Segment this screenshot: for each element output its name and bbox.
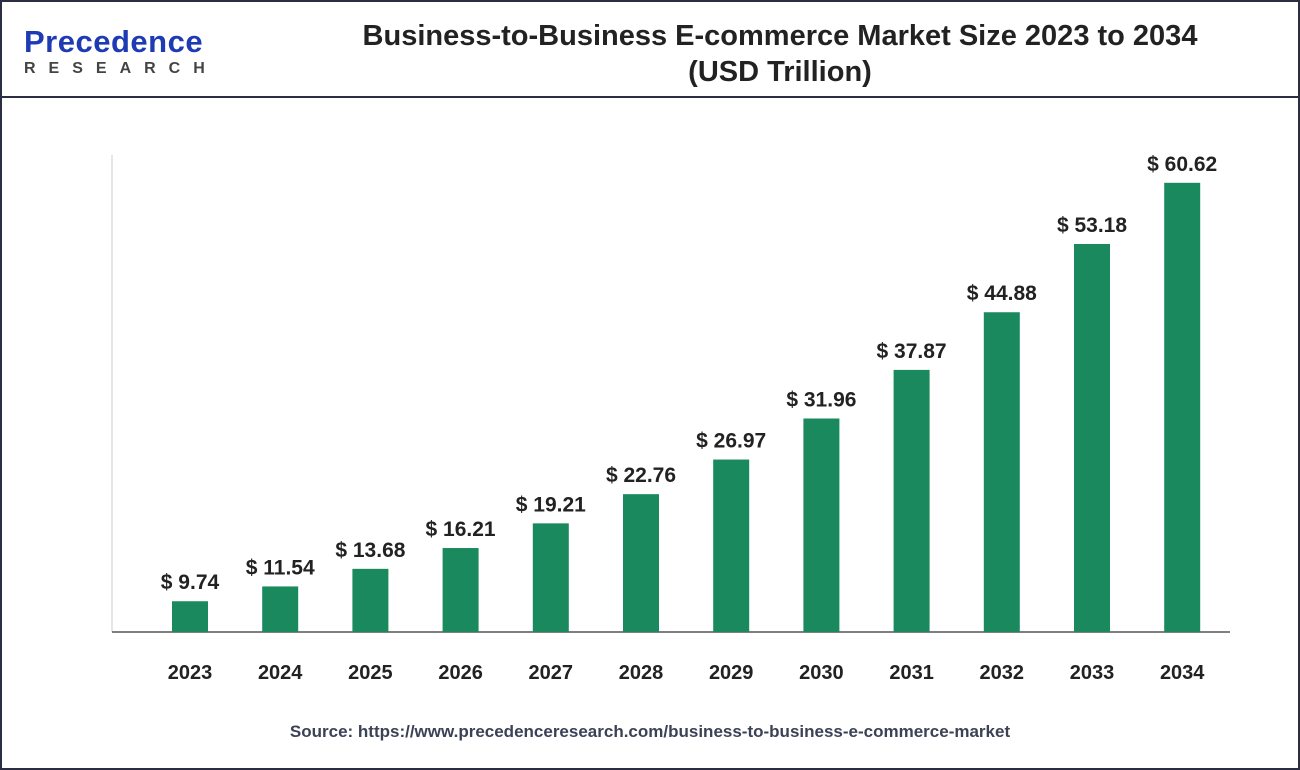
data-label-2028: $ 22.76 [606, 464, 676, 487]
header-divider [0, 96, 1300, 98]
data-label-2025: $ 13.68 [335, 539, 405, 562]
data-label-2027: $ 19.21 [516, 493, 586, 516]
x-tick-label-2031: 2031 [889, 662, 934, 684]
bar-2030 [803, 418, 840, 632]
source-note: Source: https://www.precedenceresearch.c… [289, 722, 1011, 741]
bar-2034 [1164, 182, 1201, 632]
chart-title: Business-to-Business E-commerce Market S… [362, 20, 1198, 52]
x-tick-label-2024: 2024 [258, 662, 303, 684]
data-label-2023: $ 9.74 [161, 571, 220, 594]
chart-title-block: Business-to-Business E-commerce Market S… [300, 18, 1260, 90]
bar-2025 [352, 568, 389, 632]
x-tick-label-2023: 2023 [168, 662, 213, 684]
bar-2028 [623, 494, 659, 632]
data-label-2026: $ 16.21 [426, 518, 496, 541]
data-label-2034: $ 60.62 [1147, 153, 1217, 176]
x-tick-label-2026: 2026 [438, 662, 483, 684]
data-label-2032: $ 44.88 [967, 282, 1037, 305]
bar-2029 [713, 459, 750, 632]
data-label-2031: $ 37.87 [877, 340, 947, 363]
bar-2032 [983, 312, 1020, 632]
logo-sub-text: RESEARCH [24, 60, 218, 77]
logo: Precedence RESEARCH [24, 26, 218, 78]
logo-main-text: Precedence [24, 24, 204, 59]
bar-2023 [172, 601, 208, 632]
x-tick-label-2032: 2032 [980, 662, 1025, 684]
x-tick-label-2030: 2030 [799, 662, 844, 684]
bar-2033 [1074, 243, 1110, 632]
data-label-2033: $ 53.18 [1057, 214, 1127, 237]
x-tick-label-2029: 2029 [709, 662, 754, 684]
x-tick-label-2025: 2025 [348, 662, 393, 684]
x-tick-label-2034: 2034 [1160, 662, 1205, 684]
chart-subtitle: (USD Trillion) [688, 56, 872, 88]
bar-2031 [893, 369, 930, 632]
bar-2027 [532, 523, 569, 632]
data-label-2024: $ 11.54 [246, 556, 315, 579]
bar-2024 [262, 586, 299, 632]
x-tick-label-2028: 2028 [619, 662, 664, 684]
data-label-2029: $ 26.97 [696, 430, 766, 453]
bar-2026 [442, 548, 479, 632]
data-label-2030: $ 31.96 [786, 389, 856, 412]
x-tick-label-2033: 2033 [1070, 662, 1115, 684]
x-tick-label-2027: 2027 [529, 662, 574, 684]
